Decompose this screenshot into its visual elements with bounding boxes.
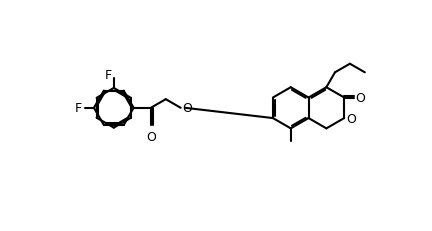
Text: O: O: [356, 92, 365, 105]
Text: O: O: [182, 102, 192, 115]
Text: O: O: [346, 112, 356, 125]
Text: F: F: [75, 102, 82, 115]
Text: O: O: [146, 130, 156, 143]
Text: F: F: [105, 69, 112, 82]
